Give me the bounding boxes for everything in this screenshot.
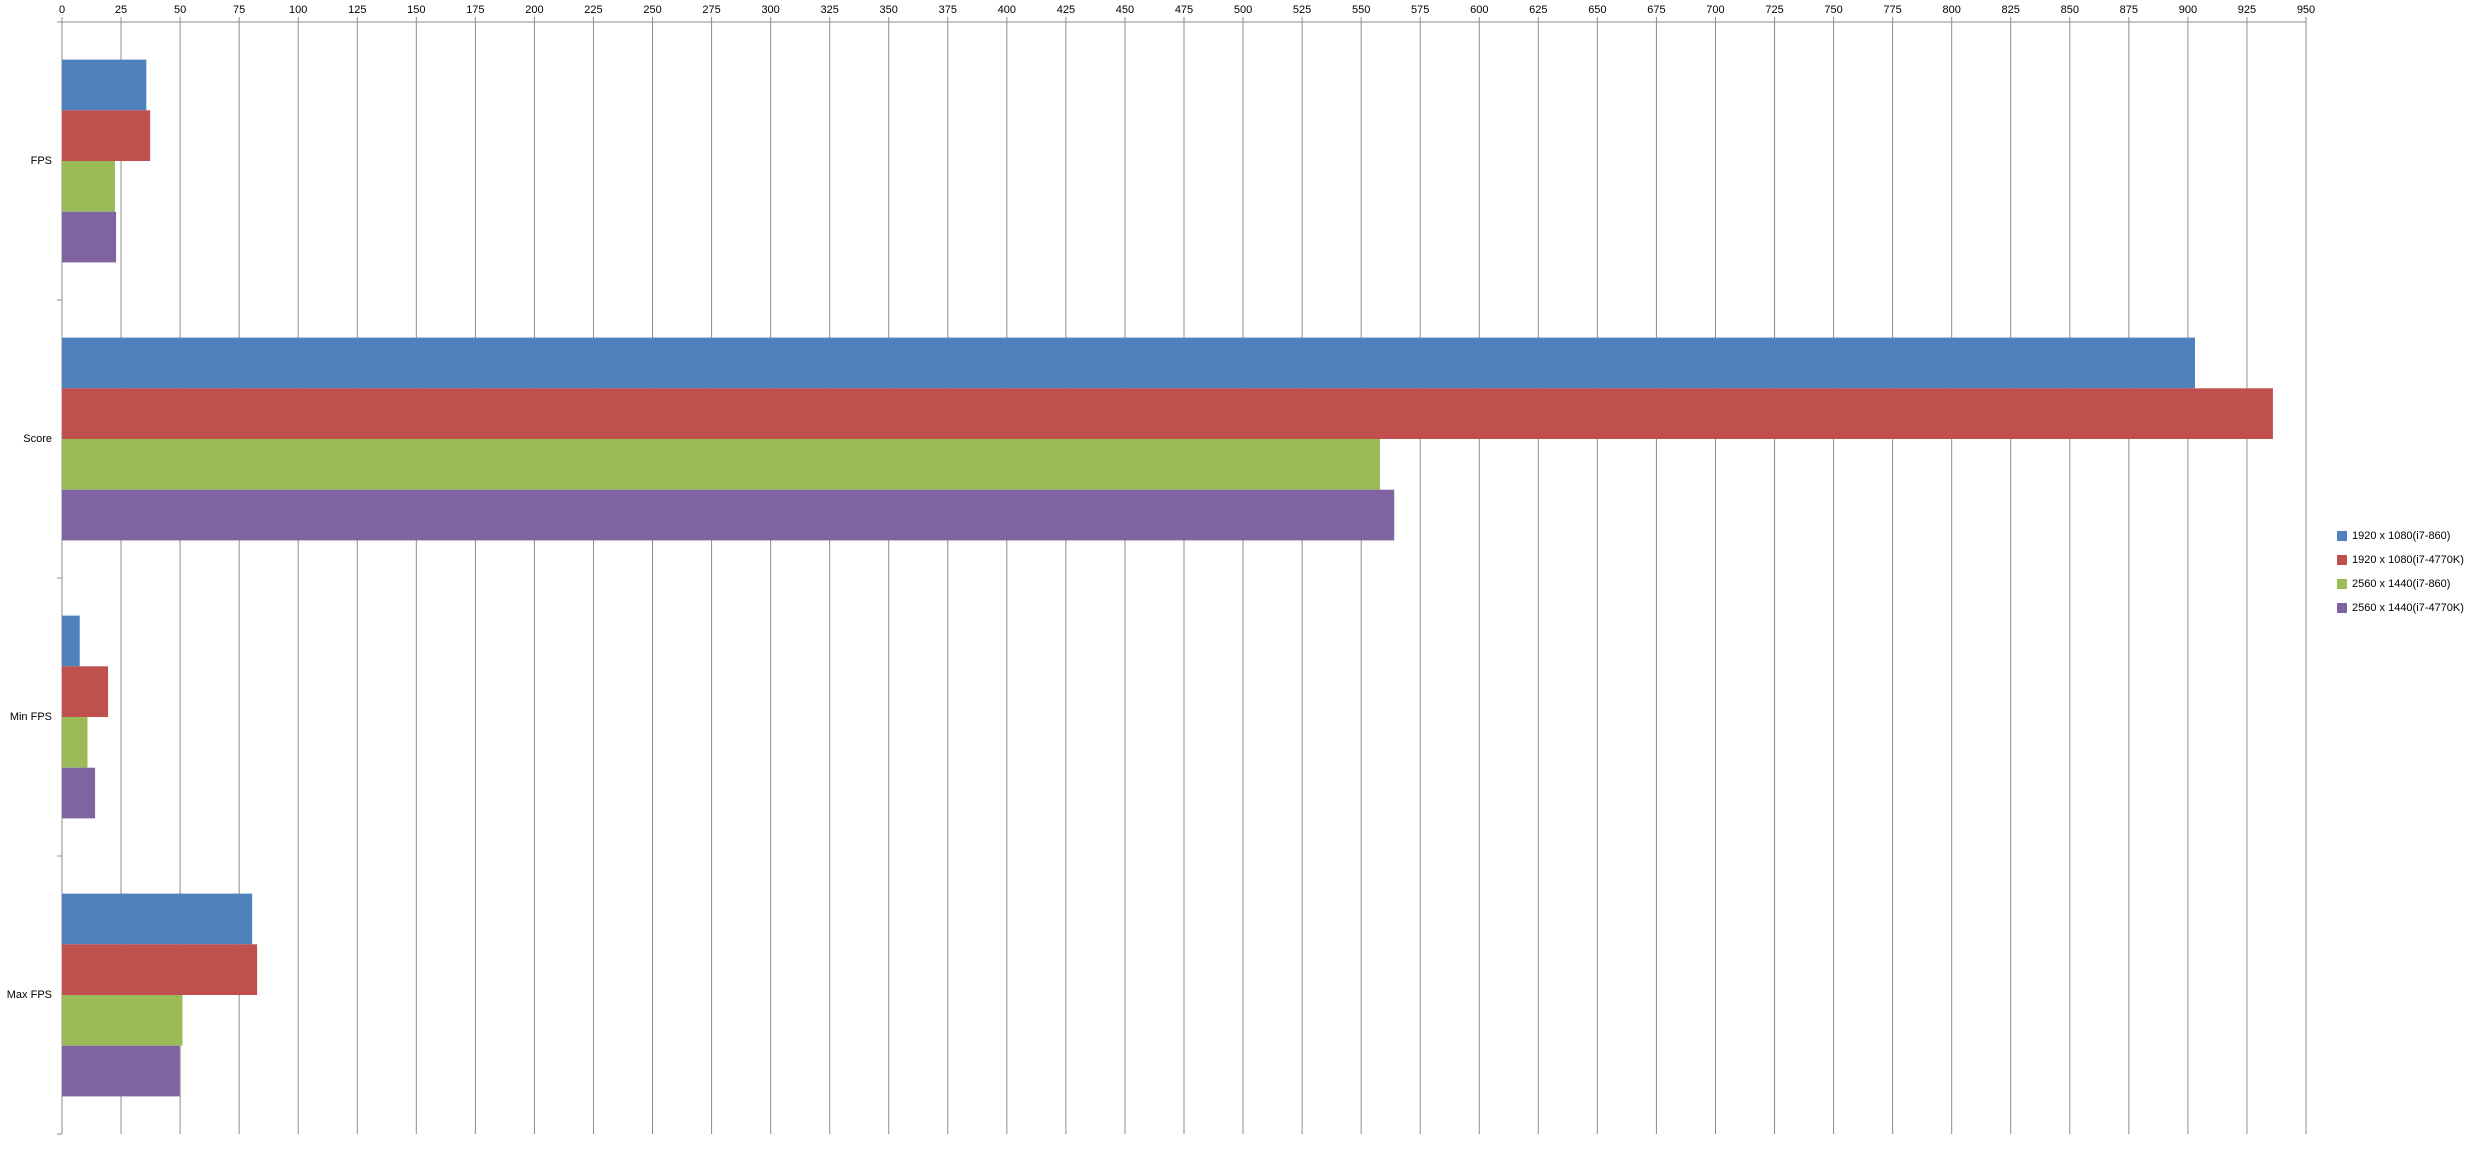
- x-tick-label: 350: [880, 4, 898, 16]
- x-tick-label: 725: [1765, 4, 1783, 16]
- legend-label: 1920 x 1080(i7-860): [2352, 530, 2450, 542]
- bar: [62, 59, 147, 111]
- y-tick-label: FPS: [31, 155, 52, 167]
- x-tick-label: 450: [1116, 4, 1134, 16]
- x-tick-label: 575: [1411, 4, 1429, 16]
- bar: [62, 944, 258, 995]
- x-tick-label: 50: [174, 4, 186, 16]
- x-tick-label: 250: [643, 4, 661, 16]
- legend-swatch: [2337, 531, 2347, 541]
- x-tick-label: 550: [1352, 4, 1370, 16]
- y-tick-label: Min FPS: [10, 711, 52, 723]
- x-tick-label: 375: [939, 4, 957, 16]
- bar: [62, 161, 115, 212]
- x-tick-label: 25: [115, 4, 127, 16]
- x-tick-label: 0: [59, 4, 65, 16]
- bar: [62, 767, 96, 819]
- x-tick-label: 750: [1824, 4, 1842, 16]
- bar: [62, 615, 80, 667]
- bar: [62, 489, 1395, 541]
- x-tick-label: 175: [466, 4, 484, 16]
- x-tick-label: 125: [348, 4, 366, 16]
- x-tick-label: 625: [1529, 4, 1547, 16]
- legend-label: 2560 x 1440(i7-860): [2352, 578, 2450, 590]
- x-tick-label: 275: [702, 4, 720, 16]
- x-tick-label: 800: [1943, 4, 1961, 16]
- x-tick-label: 425: [1057, 4, 1075, 16]
- x-tick-label: 875: [2120, 4, 2138, 16]
- x-tick-label: 400: [998, 4, 1016, 16]
- y-tick-label: Max FPS: [7, 989, 52, 1001]
- legend-swatch: [2337, 555, 2347, 565]
- x-tick-label: 775: [1883, 4, 1901, 16]
- x-tick-label: 325: [821, 4, 839, 16]
- bar: [62, 439, 1381, 490]
- x-tick-label: 850: [2061, 4, 2079, 16]
- x-tick-label: 600: [1470, 4, 1488, 16]
- legend-swatch: [2337, 579, 2347, 589]
- legend-label: 2560 x 1440(i7-4770K): [2352, 602, 2464, 614]
- x-tick-label: 300: [761, 4, 779, 16]
- bar: [62, 211, 117, 263]
- x-tick-label: 475: [1175, 4, 1193, 16]
- x-tick-label: 525: [1293, 4, 1311, 16]
- x-tick-label: 500: [1234, 4, 1252, 16]
- bar: [62, 337, 2195, 389]
- x-tick-label: 675: [1647, 4, 1665, 16]
- bar: [62, 893, 253, 945]
- bar: [62, 717, 88, 768]
- bar: [62, 1045, 180, 1097]
- bar: [62, 995, 183, 1046]
- legend-swatch: [2337, 603, 2347, 613]
- x-tick-label: 900: [2179, 4, 2197, 16]
- x-tick-label: 100: [289, 4, 307, 16]
- x-tick-label: 700: [1706, 4, 1724, 16]
- x-tick-label: 650: [1588, 4, 1606, 16]
- legend-label: 1920 x 1080(i7-4770K): [2352, 554, 2464, 566]
- bar: [62, 110, 151, 161]
- y-tick-label: Score: [23, 433, 52, 445]
- x-tick-label: 825: [2002, 4, 2020, 16]
- x-tick-label: 950: [2297, 4, 2315, 16]
- x-tick-label: 925: [2238, 4, 2256, 16]
- x-tick-label: 225: [584, 4, 602, 16]
- bar: [62, 666, 109, 717]
- bar: [62, 388, 2273, 439]
- x-tick-label: 75: [233, 4, 245, 16]
- x-tick-label: 200: [525, 4, 543, 16]
- x-tick-label: 150: [407, 4, 425, 16]
